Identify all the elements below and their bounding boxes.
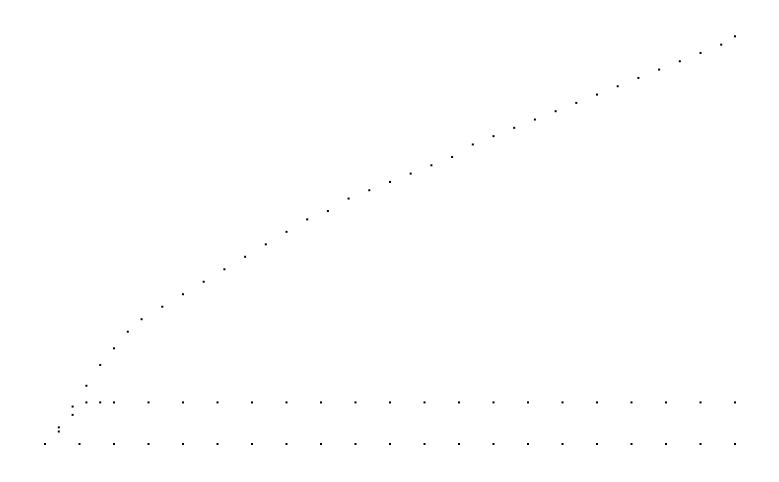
- series-0-point: [182, 293, 184, 296]
- series-0-point: [202, 280, 205, 283]
- series-0-point: [554, 110, 557, 113]
- series-1-point: [630, 401, 633, 404]
- series-2-point: [699, 443, 702, 445]
- series-1-point: [71, 413, 74, 416]
- series-1-point: [99, 401, 102, 404]
- series-0-point: [99, 363, 102, 366]
- series-2-point: [561, 443, 564, 445]
- series-1-point: [458, 401, 460, 404]
- series-0-point: [720, 43, 723, 46]
- series-0-point: [140, 318, 143, 321]
- series-0-point: [244, 255, 247, 258]
- series-1-point: [665, 401, 667, 404]
- series-0-point: [575, 101, 578, 104]
- series-0-point: [71, 405, 74, 408]
- series-2-point: [113, 443, 115, 445]
- series-0-point: [616, 85, 619, 88]
- series-0-point: [658, 68, 661, 71]
- series-2-point: [423, 443, 426, 445]
- series-0-point: [161, 305, 164, 308]
- series-0-point: [513, 126, 516, 129]
- series-0-point: [734, 35, 736, 38]
- series-0-point: [264, 243, 267, 246]
- series-0-point: [389, 180, 391, 183]
- series-1-point: [596, 401, 598, 404]
- series-1-point: [354, 401, 357, 404]
- series-0-point: [368, 189, 371, 192]
- series-2-point: [492, 443, 495, 445]
- series-1-point: [423, 401, 426, 404]
- series-1-point: [85, 401, 88, 404]
- series-2-point: [320, 443, 322, 445]
- series-2-point: [285, 443, 288, 445]
- series-1-point: [527, 401, 529, 404]
- series-2-point: [389, 443, 391, 445]
- series-1-point: [492, 401, 495, 404]
- series-0-point: [471, 143, 474, 146]
- series-0-point: [113, 347, 115, 350]
- series-0-point: [126, 330, 129, 333]
- series-0-point: [492, 135, 495, 138]
- series-1-point: [216, 401, 219, 404]
- series-2-point: [527, 443, 529, 445]
- series-1-point: [113, 401, 115, 404]
- series-1-point: [389, 401, 391, 404]
- series-1-point: [734, 401, 736, 404]
- series-0-point: [451, 155, 454, 158]
- data-points-group: [44, 35, 736, 445]
- series-1-point: [251, 401, 253, 404]
- series-2-point: [458, 443, 460, 445]
- series-2-point: [734, 443, 736, 445]
- series-0-point: [409, 172, 412, 175]
- series-0-point: [637, 76, 640, 79]
- series-0-point: [699, 51, 702, 54]
- series-2-point: [665, 443, 667, 445]
- series-0-point: [326, 210, 329, 213]
- series-0-point: [678, 60, 681, 63]
- series-1-point: [57, 430, 60, 433]
- series-2-point: [251, 443, 253, 445]
- series-1-point: [320, 401, 322, 404]
- series-2-point: [596, 443, 598, 445]
- series-2-point: [182, 443, 184, 445]
- series-1-point: [147, 401, 150, 404]
- series-2-point: [354, 443, 357, 445]
- series-0-point: [347, 197, 350, 200]
- series-0-point: [533, 118, 536, 121]
- series-0-point: [430, 164, 433, 167]
- series-2-point: [630, 443, 633, 445]
- series-1-point: [699, 401, 702, 404]
- series-0-point: [223, 268, 226, 271]
- series-0-point: [306, 218, 309, 221]
- series-0-point: [57, 426, 60, 429]
- series-1-point: [182, 401, 184, 404]
- series-2-point: [44, 443, 46, 445]
- series-1-point: [285, 401, 288, 404]
- series-2-point: [78, 443, 81, 445]
- series-1-point: [561, 401, 564, 404]
- series-2-point: [147, 443, 150, 445]
- series-2-point: [216, 443, 219, 445]
- series-0-point: [85, 384, 88, 387]
- series-0-point: [285, 230, 288, 233]
- series-0-point: [596, 93, 598, 96]
